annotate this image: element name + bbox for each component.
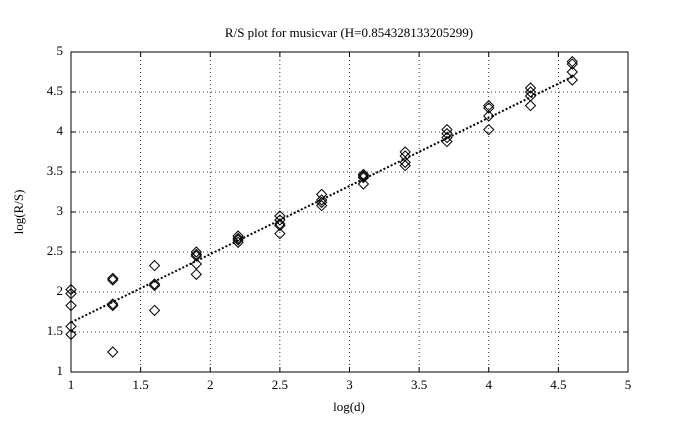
y-tick-label: 2 — [57, 283, 64, 298]
x-tick-label: 3.5 — [411, 377, 427, 392]
diamond-point — [190, 268, 203, 281]
diamond-point — [274, 219, 286, 232]
chart-title: R/S plot for musicvar (H=0.8543281332052… — [225, 25, 473, 40]
diamond-point — [65, 328, 77, 341]
diamond-point — [107, 272, 119, 285]
x-tick-label: 4.5 — [550, 377, 566, 392]
diamond-point — [232, 236, 244, 249]
x-tick-label: 3 — [346, 377, 353, 392]
diamond-point — [107, 299, 119, 312]
fit-line — [70, 75, 573, 324]
diamond-point — [232, 232, 244, 245]
diamond-point — [483, 123, 495, 136]
diamond-point — [441, 123, 453, 136]
diamond-point — [357, 171, 370, 184]
diamond-point — [315, 188, 328, 201]
diamond-point — [65, 283, 77, 296]
diamond-point — [566, 66, 579, 78]
diamond-point — [274, 227, 286, 240]
diamond-point — [441, 131, 453, 144]
x-tick-label: 1.5 — [133, 377, 149, 392]
diamond-point — [524, 99, 537, 112]
x-tick-label: 4 — [486, 377, 493, 392]
y-tick-label: 3.5 — [47, 163, 63, 178]
diamond-point — [483, 102, 495, 114]
diamond-point — [65, 287, 77, 300]
diamond-point — [399, 159, 411, 172]
diamond-point — [441, 135, 453, 148]
diamond-point — [65, 299, 77, 312]
diamond-point — [190, 250, 203, 262]
x-axis-label: log(d) — [333, 399, 365, 414]
diamond-point — [357, 170, 370, 182]
x-tick-label: 2.5 — [272, 377, 288, 392]
x-tick-label: 5 — [625, 377, 632, 392]
diamond-point — [524, 86, 537, 98]
y-tick-label: 4.5 — [47, 83, 63, 98]
diamond-point — [148, 304, 161, 317]
diamond-point — [483, 110, 495, 122]
diamond-point — [399, 146, 411, 158]
y-tick-label: 2.5 — [47, 243, 63, 258]
diamond-point — [107, 298, 119, 310]
x-tick-label: 1 — [68, 377, 75, 392]
x-tick-label: 2 — [207, 377, 214, 392]
diamond-point — [65, 320, 77, 333]
y-tick-label: 5 — [57, 43, 64, 58]
diamond-point — [190, 246, 203, 258]
diamond-point — [357, 178, 370, 190]
diamond-point — [524, 82, 537, 94]
diamond-point — [315, 194, 328, 206]
y-tick-label: 1.5 — [47, 323, 63, 338]
diamond-point — [107, 274, 119, 286]
diamond-point — [566, 74, 579, 86]
y-tick-label: 3 — [57, 203, 64, 218]
y-tick-label: 4 — [57, 123, 64, 138]
y-axis-label: log(R/S) — [11, 190, 26, 235]
y-tick-label: 1 — [57, 363, 64, 378]
diamond-point — [441, 127, 453, 140]
diamond-point — [315, 199, 328, 212]
diamond-point — [107, 346, 119, 358]
diamond-point — [232, 234, 244, 246]
diamond-point — [566, 58, 579, 70]
diamond-point — [315, 196, 328, 209]
diamond-point — [148, 259, 161, 272]
